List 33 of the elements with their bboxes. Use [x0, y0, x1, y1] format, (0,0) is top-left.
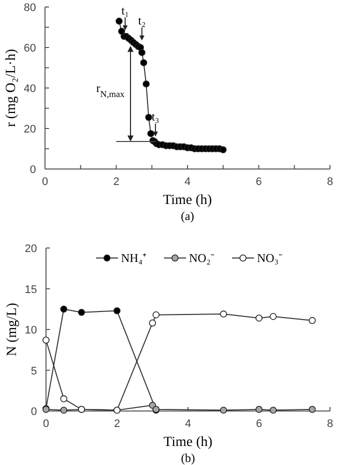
x-tick-label: 6 [256, 418, 262, 430]
y-tick-label: 80 [24, 2, 36, 14]
x-tick-label: 2 [113, 176, 120, 188]
annotation: t₃ [152, 110, 160, 124]
x-tick-label: 8 [326, 418, 334, 430]
x-axis-title: Time (h) [164, 435, 213, 450]
x-tick-label: 2 [114, 418, 120, 430]
x-tick-label: 0 [42, 418, 50, 430]
x-tick-label: 8 [326, 176, 334, 188]
y-axis-title: N (mg/L) [5, 302, 20, 356]
legend-label: NO₂⁻ [189, 251, 215, 265]
x-axis-title: Time (h) [163, 193, 212, 208]
y-tick-label: 0 [30, 406, 37, 418]
y-tick-label: 20 [24, 124, 36, 136]
x-tick-label: 6 [256, 176, 262, 188]
x-tick-label: 4 [184, 176, 191, 188]
y-tick-label: 15 [24, 284, 37, 296]
y-tick-label: 10 [24, 324, 37, 336]
y-tick-label: 0 [30, 164, 36, 176]
x-tick-label: 4 [184, 418, 192, 430]
legend-label: NO₃⁻ [257, 251, 283, 265]
y-tick-label: 40 [24, 83, 36, 95]
text: (b) [181, 451, 195, 465]
y-tick-label: 5 [30, 365, 37, 378]
annotation: r$_{N,max}$ [96, 81, 125, 99]
y-tick-label: 60 [24, 42, 36, 54]
y-tick-label: 20 [24, 243, 37, 255]
y-axis-title: r (mg O₂/L·h) [4, 48, 19, 127]
annotation: t₂ [138, 13, 146, 28]
x-tick-label: 0 [42, 176, 48, 188]
legend-label: NH₄⁺ [121, 251, 147, 265]
text: (a) [180, 209, 194, 223]
annotation: t₁ [121, 3, 129, 18]
